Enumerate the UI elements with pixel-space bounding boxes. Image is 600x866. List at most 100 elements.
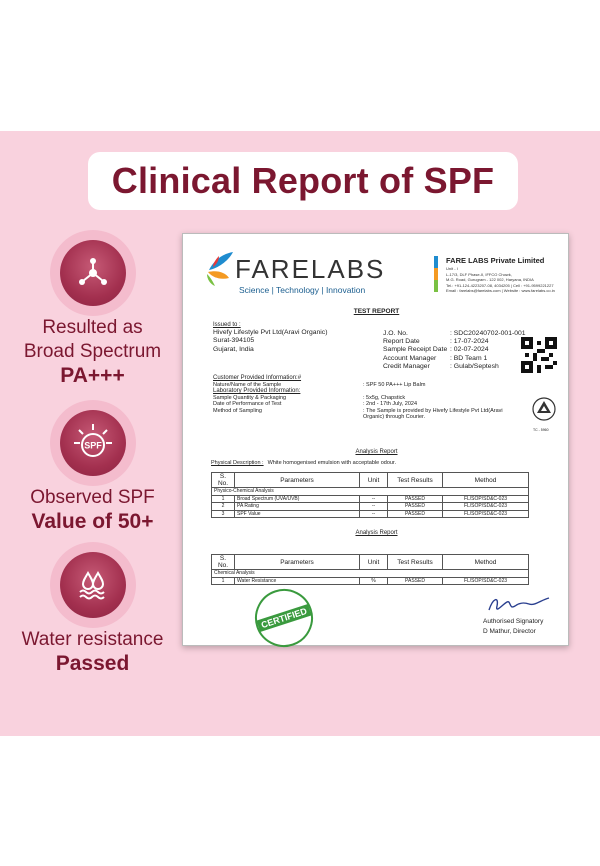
- meta-row: Sample Receipt Date: 02-07-2024: [383, 346, 543, 354]
- cell: PASSED: [387, 576, 443, 585]
- physical-value: White homogenised emulsion with acceptab…: [267, 460, 396, 466]
- analysis-table-physico: S. No. Parameters Unit Test Results Meth…: [211, 472, 529, 518]
- meta-key: Account Manager: [383, 354, 437, 362]
- cell: Broad Spectrum (UVA/UVB): [234, 494, 360, 503]
- column-header: Test Results: [387, 472, 443, 488]
- lab-logo-text: FARELABS: [235, 254, 386, 284]
- table-row: 3 SPF Value -- PASSED FL/SOP/SD&C-023: [211, 509, 529, 518]
- info-value: : The Sample is provided by Hivefy Lifes…: [363, 407, 503, 421]
- issued-to-line: Gujarat, India: [213, 345, 254, 353]
- feature-highlight: Passed: [55, 652, 130, 675]
- feature-line: Resulted as: [42, 317, 143, 338]
- cell: SPF Value: [234, 509, 360, 518]
- cell: 2: [211, 502, 235, 511]
- info-value: : 5x5g, Chapstick: [363, 394, 406, 401]
- director-name: D Mathur, Director: [483, 628, 536, 635]
- lab-info-label: Laboratory Provided Information:: [213, 388, 301, 394]
- physical-label: Physical Description :: [211, 460, 264, 466]
- table-header-row: S. No. Parameters Unit Test Results Meth…: [211, 472, 529, 488]
- qr-code-icon: [521, 337, 557, 373]
- lab-address-line: Email : farelabs@farelabs.com | Website …: [446, 288, 555, 293]
- cell: --: [359, 509, 388, 518]
- report-heading: TEST REPORT: [353, 308, 400, 315]
- certified-stamp: CERTIFIED: [247, 581, 321, 655]
- table-section-row: Physico-Chemical Analysis: [211, 487, 529, 496]
- lab-color-bar: [434, 256, 438, 292]
- issued-to-line: Hivefy Lifestyle Pvt Ltd(Aravi Organic): [213, 329, 328, 337]
- accreditation-mark-icon: [532, 397, 556, 421]
- cell: PASSED: [387, 494, 443, 503]
- info-key: Date of Performance of Test: [213, 401, 282, 407]
- water-drops-icon: [59, 552, 126, 618]
- table-row: 2 PA Rating -- PASSED FL/SOP/SD&C-023: [211, 502, 529, 511]
- molecule-icon: [59, 240, 126, 306]
- column-header: Parameters: [234, 554, 360, 570]
- cell: 1: [211, 576, 235, 585]
- feature-line: Observed SPF: [30, 487, 155, 508]
- info-row: Sample Quantity & Packaging: 5x5g, Chaps…: [213, 395, 533, 402]
- cell: FL/SOP/SD&C-023: [442, 576, 529, 585]
- section-label: Physico-Chemical Analysis: [211, 487, 529, 496]
- meta-row: Report Date : 17-07-2024: [383, 338, 543, 346]
- cell: --: [359, 502, 388, 511]
- meta-key: J.O. No.: [383, 330, 408, 337]
- column-header: Unit: [359, 554, 388, 570]
- cell: 3: [211, 509, 235, 518]
- lab-address-line: M.G. Road, Gurugram - 122 002, Haryana, …: [446, 277, 534, 282]
- analysis-heading-2: Analysis Report: [355, 530, 398, 536]
- table-row: 1 Broad Spectrum (UVA/UVB) -- PASSED FL/SOP/…: [211, 494, 529, 503]
- lab-address-line: Tel.: +91-124-4223207-08, 4034205 | Cell…: [446, 282, 554, 288]
- cell: PASSED: [387, 502, 443, 511]
- cell: PASSED: [387, 509, 443, 518]
- lab-address-line: L-17/3, DLF Phase-II, IFFCO Chowk,: [446, 271, 512, 277]
- stamp-text: CERTIFIED: [256, 604, 312, 632]
- meta-key: Sample Receipt Date: [383, 346, 448, 354]
- info-row: Method of Sampling : The Sample is provid…: [213, 408, 533, 421]
- info-value: : 2nd - 17th July, 2024: [363, 401, 418, 407]
- meta-value: : BD Team 1: [450, 354, 488, 362]
- column-header: S. No.: [211, 472, 235, 488]
- cell: --: [359, 494, 388, 503]
- cell: 1: [211, 494, 235, 503]
- column-header: Parameters: [234, 472, 360, 488]
- column-header: Method: [442, 554, 529, 570]
- table-row: 1 Water Resistance% PASSED FL/SOP/SD&C-023: [211, 576, 529, 585]
- cell: FL/SOP/SD&C-023: [442, 502, 529, 511]
- lab-tagline: Science | Technology | Innovation: [239, 285, 366, 295]
- info-row: Date of Performance of Test : 2nd - 17th …: [213, 401, 533, 408]
- signatory-label: Authorised Signatory: [483, 618, 544, 625]
- issued-to-block: Issued to : Hivefy Lifestyle Pvt Ltd(Ara…: [213, 321, 327, 354]
- meta-key: Credit Manager: [383, 362, 430, 370]
- analysis-heading: Analysis Report: [355, 449, 398, 455]
- analysis-table-chemical: S. No. Parameters Unit Test Results Meth…: [211, 554, 529, 585]
- meta-value: : 17-07-2024: [450, 338, 489, 346]
- issued-to-line: Surat-394105: [213, 337, 255, 345]
- accreditation-tag: TC - 5960: [533, 428, 549, 432]
- meta-key: Report Date: [383, 338, 420, 346]
- cell: FL/SOP/SD&C-023: [442, 494, 529, 503]
- column-header: S. No.: [211, 554, 235, 570]
- meta-row: J.O. No.: SDC20240702-001-001: [383, 330, 543, 338]
- info-row: Nature/Name of the Sample: SPF 50 PA+++ …: [213, 382, 533, 389]
- page-title: Clinical Report of SPF: [111, 160, 495, 201]
- feature-water-resistance: Water resistance Passed: [0, 552, 185, 676]
- title-banner: Clinical Report of SPF: [88, 152, 518, 210]
- cell: Water Resistance: [234, 576, 360, 585]
- feature-broad-spectrum: Resulted as Broad Spectrum PA+++: [0, 240, 185, 388]
- meta-value: : 02-07-2024: [450, 346, 489, 354]
- info-key: Method of Sampling: [213, 407, 262, 414]
- lab-name: FARE LABS Private Limited: [446, 256, 545, 265]
- feature-highlight: PA+++: [60, 364, 125, 387]
- farelabs-logo-icon: [207, 252, 233, 286]
- spf-sun-icon: SPF: [59, 410, 126, 476]
- cell: PA Rating: [234, 502, 360, 511]
- test-report-document: FARELABS Science | Technology | Innovati…: [182, 233, 569, 655]
- section-label: Chemical Analysis: [211, 569, 529, 578]
- table-header-row: S. No. Parameters Unit Test Results Meth…: [211, 554, 529, 570]
- customer-info-label: Customer Provided Information:#: [213, 375, 302, 381]
- feature-line: Broad Spectrum: [23, 341, 162, 362]
- meta-row: Credit Manager: Gulab/Septesh: [383, 363, 543, 371]
- column-header: Test Results: [387, 554, 443, 570]
- report-meta: J.O. No.: SDC20240702-001-001 Report Dat…: [383, 330, 543, 371]
- feature-highlight: Value of 50+: [31, 510, 154, 533]
